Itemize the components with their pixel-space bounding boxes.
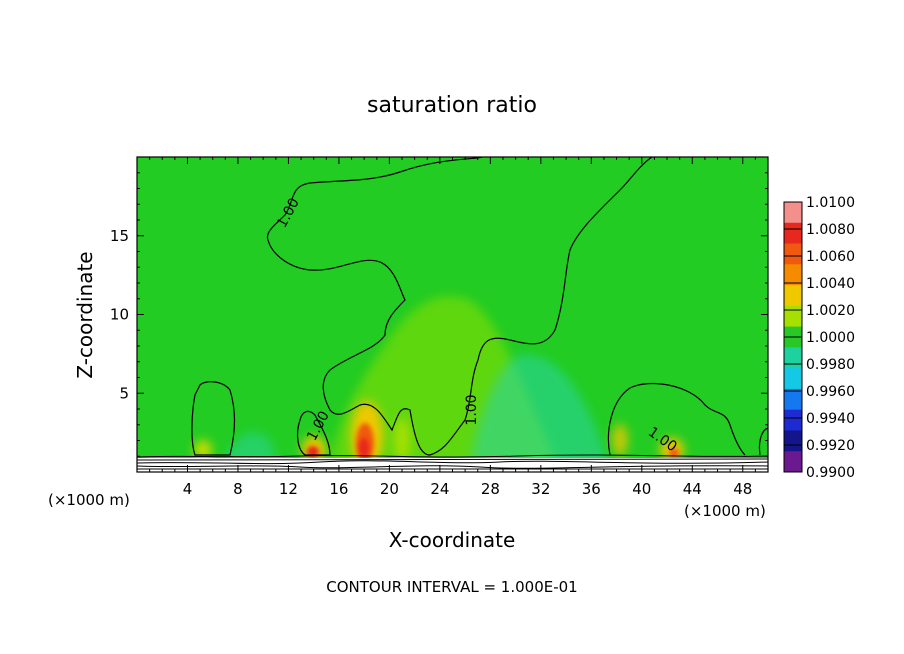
x-unit-right: (×1000 m)	[684, 502, 766, 520]
colorbar-label: 0.9900	[806, 465, 855, 481]
colorbar-swatch	[784, 451, 802, 473]
x-tick-label: 48	[733, 480, 752, 498]
x-tick-label: 32	[531, 480, 550, 498]
x-tick-label: 28	[481, 480, 500, 498]
contour-1-00-14km	[296, 410, 331, 456]
x-tick-label: 4	[183, 480, 193, 498]
y-tick-label: 15	[110, 227, 129, 245]
contour-lines	[191, 157, 768, 456]
x-tick-label: 16	[329, 480, 348, 498]
colorbar-swatch	[784, 222, 802, 245]
colorbar-swatch	[784, 264, 802, 286]
colorbar-label: 0.9920	[806, 438, 855, 454]
contour-1-00-left	[191, 381, 236, 456]
colorbar-swatch	[784, 243, 802, 265]
chart-title: saturation ratio	[367, 93, 537, 118]
y-tick-label: 10	[110, 306, 129, 324]
colorbar-label: 1.0080	[806, 222, 855, 238]
colorbar-label: 1.0040	[806, 276, 855, 292]
y-axis-label: Z-coordinate	[73, 251, 97, 378]
x-unit-left: (×1000 m)	[48, 491, 130, 509]
colorbar-label: 1.0020	[806, 303, 855, 319]
x-tick-label: 40	[632, 480, 651, 498]
colorbar-swatch	[784, 368, 802, 390]
colorbar-swatch	[784, 305, 802, 328]
hotspot-21km	[394, 418, 410, 462]
colorbar-swatch	[784, 409, 802, 431]
colorbar-label: 0.9980	[806, 357, 855, 373]
contour-1-00-edge	[758, 427, 768, 456]
colorbar-label: 0.9940	[806, 411, 855, 427]
x-tick-label: 8	[233, 480, 243, 498]
contour-label-3: 1.00	[464, 394, 480, 425]
y-tick-label: 5	[119, 384, 129, 402]
colorbar-swatch	[784, 347, 802, 369]
contour-interval-text: CONTOUR INTERVAL = 1.000E-01	[326, 578, 577, 596]
heatmap-field	[137, 157, 768, 472]
colorbar: 1.0100 1.0080 1.0060 1.0040 1.0020 1.0000 0.99…	[783, 195, 855, 481]
colorbar-label: 0.9960	[806, 384, 855, 400]
hotspot-39km	[612, 424, 628, 456]
colorbar-label: 1.0000	[806, 330, 855, 346]
contour-1-00-right	[607, 382, 746, 456]
colorbar-label: 1.0060	[806, 249, 855, 265]
x-tick-label: 24	[430, 480, 449, 498]
x-tick-label: 36	[582, 480, 601, 498]
colorbar-swatch	[784, 388, 802, 411]
colorbar-swatch	[784, 202, 802, 224]
x-tick-label: 20	[380, 480, 399, 498]
x-tick-label: 12	[279, 480, 298, 498]
colorbar-label: 1.0100	[806, 195, 855, 211]
colorbar-swatch	[784, 430, 802, 452]
contour-1-00-main	[266, 157, 653, 456]
dry-region	[470, 354, 610, 470]
colorbar-swatch	[784, 285, 802, 307]
surface-contours	[137, 454, 768, 470]
hotspot-18km-core	[359, 438, 369, 458]
x-tick-label: 44	[683, 480, 702, 498]
x-axis-label: X-coordinate	[389, 528, 516, 552]
